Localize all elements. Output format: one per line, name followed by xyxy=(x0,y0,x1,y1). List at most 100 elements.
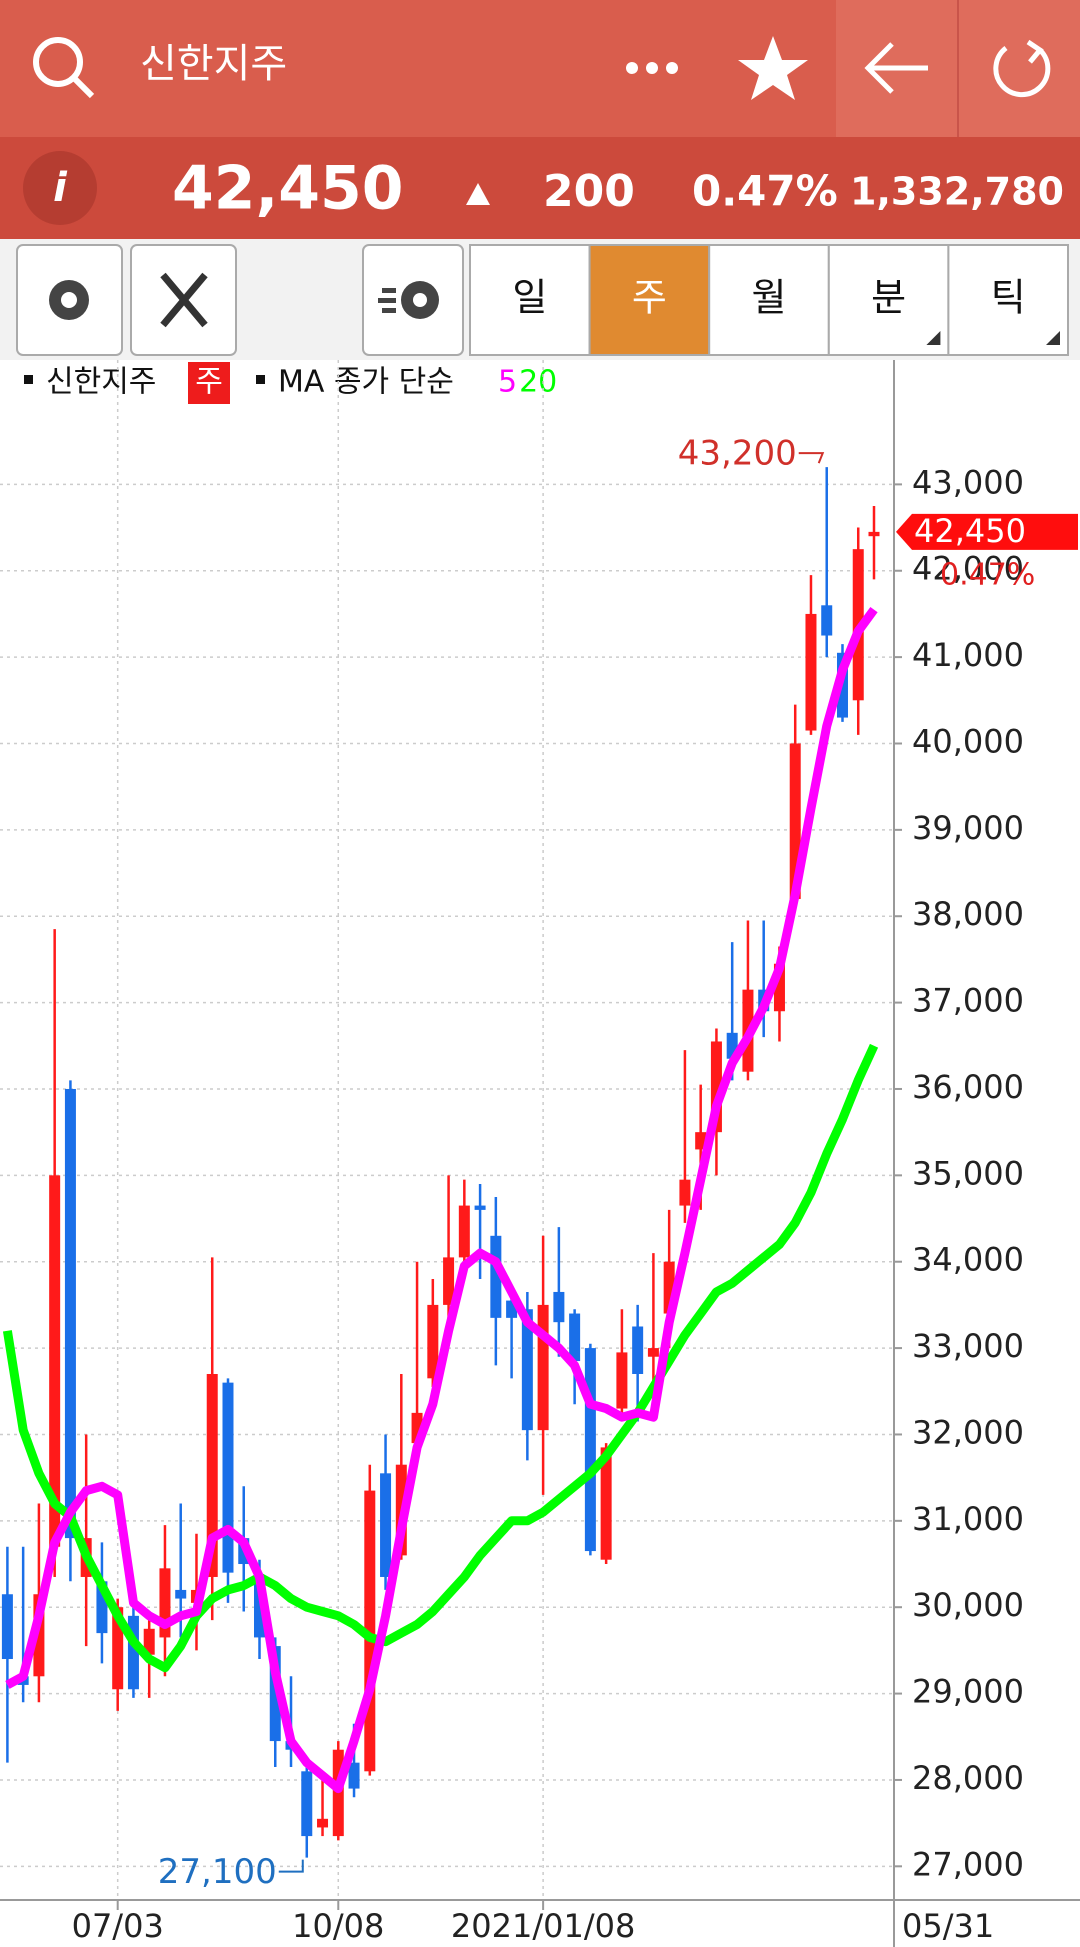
favorite-icon[interactable] xyxy=(738,36,808,100)
candle-body xyxy=(49,1175,61,1547)
y-tick-label: 28,000 xyxy=(912,1759,1024,1797)
y-tick-label: 32,000 xyxy=(912,1413,1024,1451)
period-label: 분 xyxy=(871,276,906,320)
ma-line xyxy=(2,1043,879,1673)
annotation-arrow xyxy=(798,452,825,464)
y-tick-label: 39,000 xyxy=(912,809,1024,847)
change-pct: 0.47% xyxy=(692,167,838,216)
y-tick-label: 37,000 xyxy=(912,982,1024,1020)
candle-body xyxy=(805,613,817,731)
legend-ma-period: 5 xyxy=(498,365,517,400)
legend-ma-period: 20 xyxy=(519,365,557,400)
dropdown-corner xyxy=(1046,331,1060,345)
back-icon[interactable] xyxy=(864,42,928,94)
y-tick-label: 36,000 xyxy=(912,1068,1024,1106)
y-tick-label: 35,000 xyxy=(912,1154,1024,1192)
period-tab[interactable] xyxy=(708,244,830,356)
search-icon[interactable] xyxy=(33,37,95,99)
candle-body xyxy=(443,1257,455,1305)
candle-body xyxy=(695,1132,707,1150)
period-label: 틱 xyxy=(991,276,1026,320)
candle-body xyxy=(301,1771,313,1837)
candle-body xyxy=(632,1326,644,1374)
x-tick-label: 2021/01/08 xyxy=(451,1907,635,1945)
candle-body xyxy=(868,531,880,537)
last-price-tag xyxy=(896,513,1078,550)
candle-body xyxy=(537,1304,549,1431)
candle-body xyxy=(474,1205,486,1210)
y-tick-label: 27,000 xyxy=(912,1845,1024,1883)
candle-body xyxy=(269,1646,281,1742)
info-button[interactable] xyxy=(23,151,97,225)
y-tick-label: 30,000 xyxy=(912,1586,1024,1624)
candle-body xyxy=(663,1261,675,1314)
candle-body xyxy=(64,1088,76,1539)
up-arrow xyxy=(466,183,490,205)
annotation-arrow xyxy=(278,1859,304,1873)
indicator-icon xyxy=(378,281,439,319)
legend-badge xyxy=(188,362,230,404)
candle-body xyxy=(143,1628,155,1655)
candle-body xyxy=(679,1179,691,1206)
candle-body xyxy=(569,1313,581,1362)
candle-body xyxy=(521,1309,533,1431)
candle-body xyxy=(380,1473,392,1577)
candle-body xyxy=(112,1607,124,1690)
candle-body xyxy=(348,1762,360,1789)
legend-marker xyxy=(256,375,265,384)
candle-body xyxy=(789,743,801,899)
x-tick-label: 10/08 xyxy=(292,1907,384,1945)
low-label: 27,100 xyxy=(158,1852,277,1892)
candle-body xyxy=(254,1576,266,1638)
more-icon[interactable] xyxy=(626,62,678,74)
candle-body xyxy=(710,1041,722,1133)
last-price-label: 42,450 xyxy=(914,512,1026,550)
y-tick-label: 42,000 xyxy=(912,550,1024,588)
period-tab[interactable] xyxy=(827,244,950,356)
high-label: 43,200 xyxy=(678,434,797,474)
candle-body xyxy=(364,1490,376,1772)
ma-line xyxy=(5,606,878,1794)
candle-body xyxy=(616,1352,628,1409)
y-tick-label: 33,000 xyxy=(912,1327,1024,1365)
tools-icon xyxy=(160,272,208,328)
x-tick-label: 07/03 xyxy=(72,1907,164,1945)
candle-body xyxy=(458,1205,470,1258)
info-icon: i xyxy=(53,165,68,211)
legend-name: 신한지주 xyxy=(46,365,156,400)
y-tick-label: 29,000 xyxy=(912,1673,1024,1711)
candle-body xyxy=(584,1348,596,1552)
dropdown-corner xyxy=(926,331,941,345)
refresh-icon[interactable] xyxy=(993,39,1051,98)
candle-body xyxy=(553,1291,565,1323)
candle-body xyxy=(490,1235,502,1318)
period-label: 주 xyxy=(632,276,667,320)
y-tick-label: 41,000 xyxy=(912,636,1024,674)
y-tick-label: 43,000 xyxy=(912,463,1024,501)
candle-body xyxy=(175,1589,187,1599)
quote-bar xyxy=(0,137,1080,239)
x-tick-label: 05/31 xyxy=(902,1907,994,1945)
candle-body xyxy=(600,1447,612,1560)
candle-body xyxy=(506,1300,518,1318)
page-title: 신한지주 xyxy=(140,41,287,87)
candle-body xyxy=(773,963,785,1012)
price: 42,450 xyxy=(172,154,404,224)
candle-body xyxy=(96,1581,108,1634)
legend-ma: MA 종가 단순 xyxy=(278,365,454,400)
period-label: 일 xyxy=(512,276,547,320)
candle-body xyxy=(317,1818,329,1828)
candle-body xyxy=(206,1373,218,1577)
period-tab[interactable] xyxy=(947,244,1070,356)
candle-body xyxy=(726,1032,738,1059)
period-tab[interactable] xyxy=(469,244,591,356)
candle-body xyxy=(647,1348,659,1357)
y-tick-label: 31,000 xyxy=(912,1500,1024,1538)
candle-body xyxy=(222,1382,234,1573)
candle-body xyxy=(427,1304,439,1379)
y-tick-label: 34,000 xyxy=(912,1241,1024,1279)
legend-badge-text: 주 xyxy=(195,365,223,400)
candle-body xyxy=(821,605,833,636)
legend-marker xyxy=(24,375,33,384)
